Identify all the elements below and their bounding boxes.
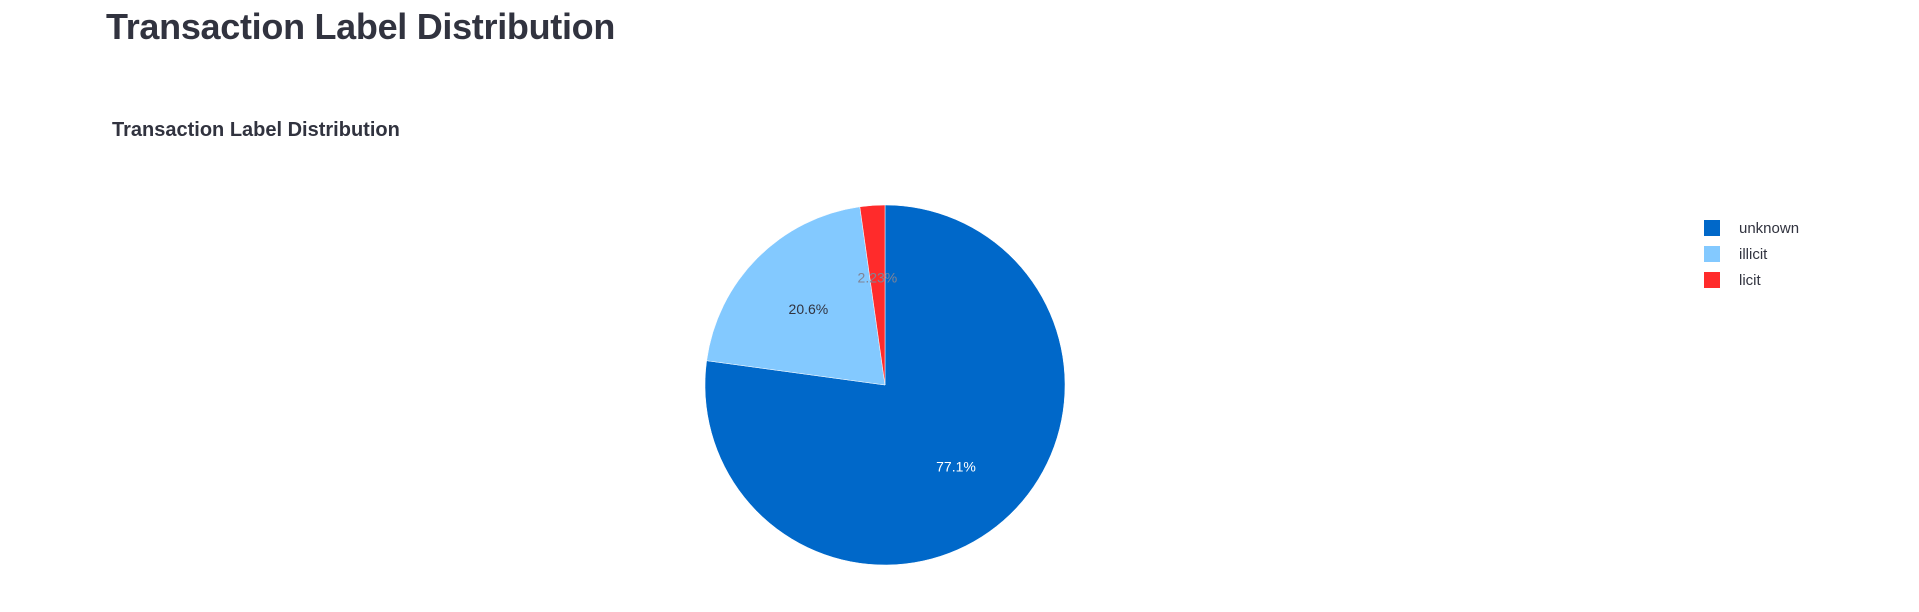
chart-title: Transaction Label Distribution [112, 119, 400, 141]
pie-label-illicit: 20.6% [789, 301, 829, 317]
legend-label-licit: licit [1739, 271, 1761, 289]
legend-label-unknown: unknown [1739, 219, 1800, 237]
legend-label-illicit: illicit [1739, 245, 1768, 263]
pie-slice-illicit[interactable] [706, 206, 886, 386]
legend-swatch-unknown [1704, 220, 1720, 236]
pie-chart-canvas: 77.1% 20.6% 2.23% [704, 204, 1066, 566]
page-title: Transaction Label Distribution [106, 6, 616, 47]
pie-label-licit: 2.23% [858, 269, 898, 285]
legend-item-licit[interactable]: licit [1704, 267, 1799, 293]
pie-slice-licit[interactable] [859, 204, 886, 386]
legend-swatch-licit [1704, 272, 1720, 288]
pie-slice-unknown[interactable] [704, 204, 1066, 566]
pie-label-unknown: 77.1% [936, 458, 976, 474]
pie-chart: Transaction Label Distribution 77.1% 20.6… [0, 100, 1919, 612]
legend-swatch-illicit [1704, 246, 1720, 262]
legend-item-unknown[interactable]: unknown [1704, 215, 1799, 241]
chart-legend: unknown illicit licit [1704, 215, 1799, 293]
legend-item-illicit[interactable]: illicit [1704, 241, 1799, 267]
